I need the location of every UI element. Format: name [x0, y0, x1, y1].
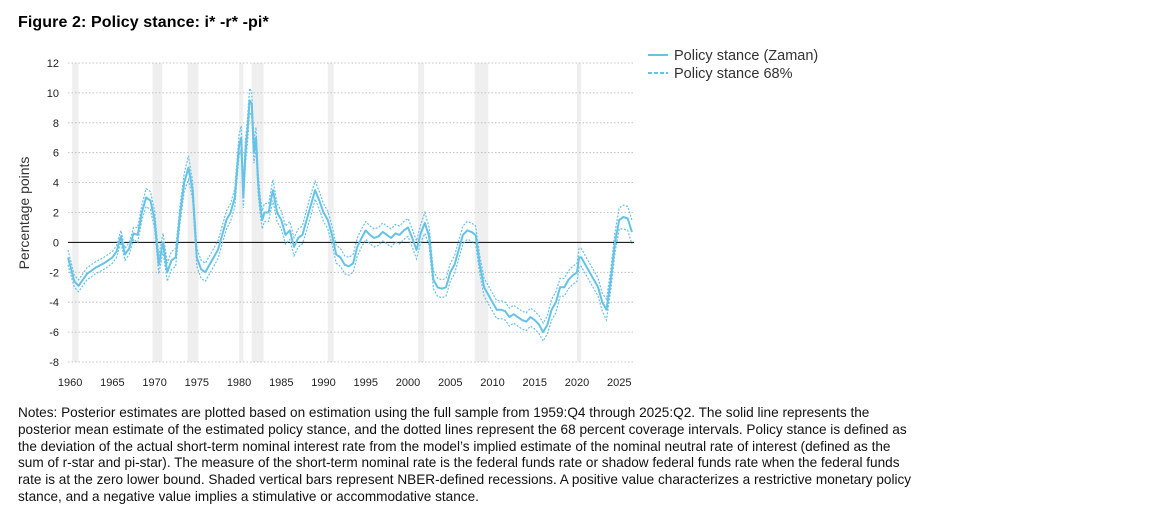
y-tick-label: 0: [53, 237, 59, 249]
y-tick-label: 10: [47, 88, 59, 100]
recession-bar: [152, 63, 163, 362]
x-tick-label: 1985: [269, 377, 293, 389]
y-tick-label: -2: [49, 267, 59, 279]
series-lines: [67, 86, 633, 343]
y-tick-label: -6: [49, 327, 59, 339]
policy-stance-line: [67, 99, 633, 334]
y-tick-label: 6: [53, 148, 59, 160]
x-tick-label: 2000: [396, 377, 420, 389]
y-tick-label: -8: [49, 357, 59, 369]
x-tick-label: 1965: [100, 377, 124, 389]
x-axis-ticks: 1960 1965 1970 1975 1980 1985 1990 1995 2000 2005…: [58, 377, 632, 389]
legend: Policy stance (Zaman) Policy stance 68%: [648, 48, 818, 82]
notes-text: Notes: Posterior estimates are plotted b…: [18, 405, 912, 504]
x-tick-label: 1975: [185, 377, 209, 389]
x-tick-label: 1960: [58, 377, 82, 389]
y-tick-label: 12: [47, 58, 59, 70]
x-tick-label: 1995: [354, 377, 378, 389]
x-tick-label: 2015: [522, 377, 546, 389]
legend-label-68-percent: Policy stance 68%: [674, 66, 793, 82]
x-tick-label: 1990: [311, 377, 335, 389]
recession-bar: [418, 63, 425, 362]
y-axis-ticks: -8 -6 -4 -2 0 2 4 6 8 10 12: [47, 58, 59, 369]
y-tick-label: 8: [53, 118, 59, 130]
x-tick-label: 1980: [227, 377, 251, 389]
y-axis-label: Percentage points: [16, 157, 32, 270]
y-tick-label: 4: [53, 178, 59, 190]
y-tick-label: 2: [53, 208, 59, 220]
y-tick-label: -4: [49, 297, 59, 309]
x-tick-label: 2025: [607, 377, 631, 389]
x-tick-label: 2005: [438, 377, 462, 389]
x-tick-label: 1970: [142, 377, 166, 389]
x-tick-label: 2020: [565, 377, 589, 389]
chart-title: Figure 2: Policy stance: i* -r* -pi*: [18, 14, 269, 31]
recession-bar: [239, 63, 244, 362]
legend-label-policy-stance: Policy stance (Zaman): [674, 48, 818, 64]
x-tick-label: 2010: [480, 377, 504, 389]
